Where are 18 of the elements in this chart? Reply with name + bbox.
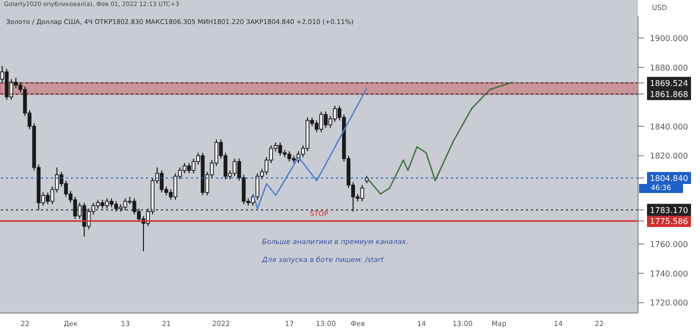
y-tick-label: 1840.000 bbox=[650, 122, 688, 132]
y-tick-label: 1804.840 bbox=[650, 174, 688, 183]
candlestick bbox=[242, 174, 246, 205]
y-tick-label: 1775.586 bbox=[650, 216, 688, 226]
y-tick-label: 1869.524 bbox=[650, 78, 688, 88]
y-tick-label: 1760.000 bbox=[650, 240, 688, 249]
candlestick bbox=[324, 111, 328, 128]
y-tick-label: 1820.000 bbox=[650, 152, 688, 161]
y-tick-label: 1740.000 bbox=[650, 269, 688, 278]
candlestick bbox=[46, 192, 50, 205]
y-tick-label: 1720.000 bbox=[650, 298, 688, 308]
candlestick bbox=[287, 150, 292, 162]
y-tick-label: 1861.868 bbox=[650, 90, 688, 100]
y-tick-label: 1880.000 bbox=[650, 63, 688, 72]
y-tick-label: 1783.170 bbox=[650, 206, 688, 215]
line-series bbox=[366, 82, 514, 195]
line-series bbox=[252, 87, 368, 210]
y-tick-label: 1900.000 bbox=[650, 34, 688, 44]
